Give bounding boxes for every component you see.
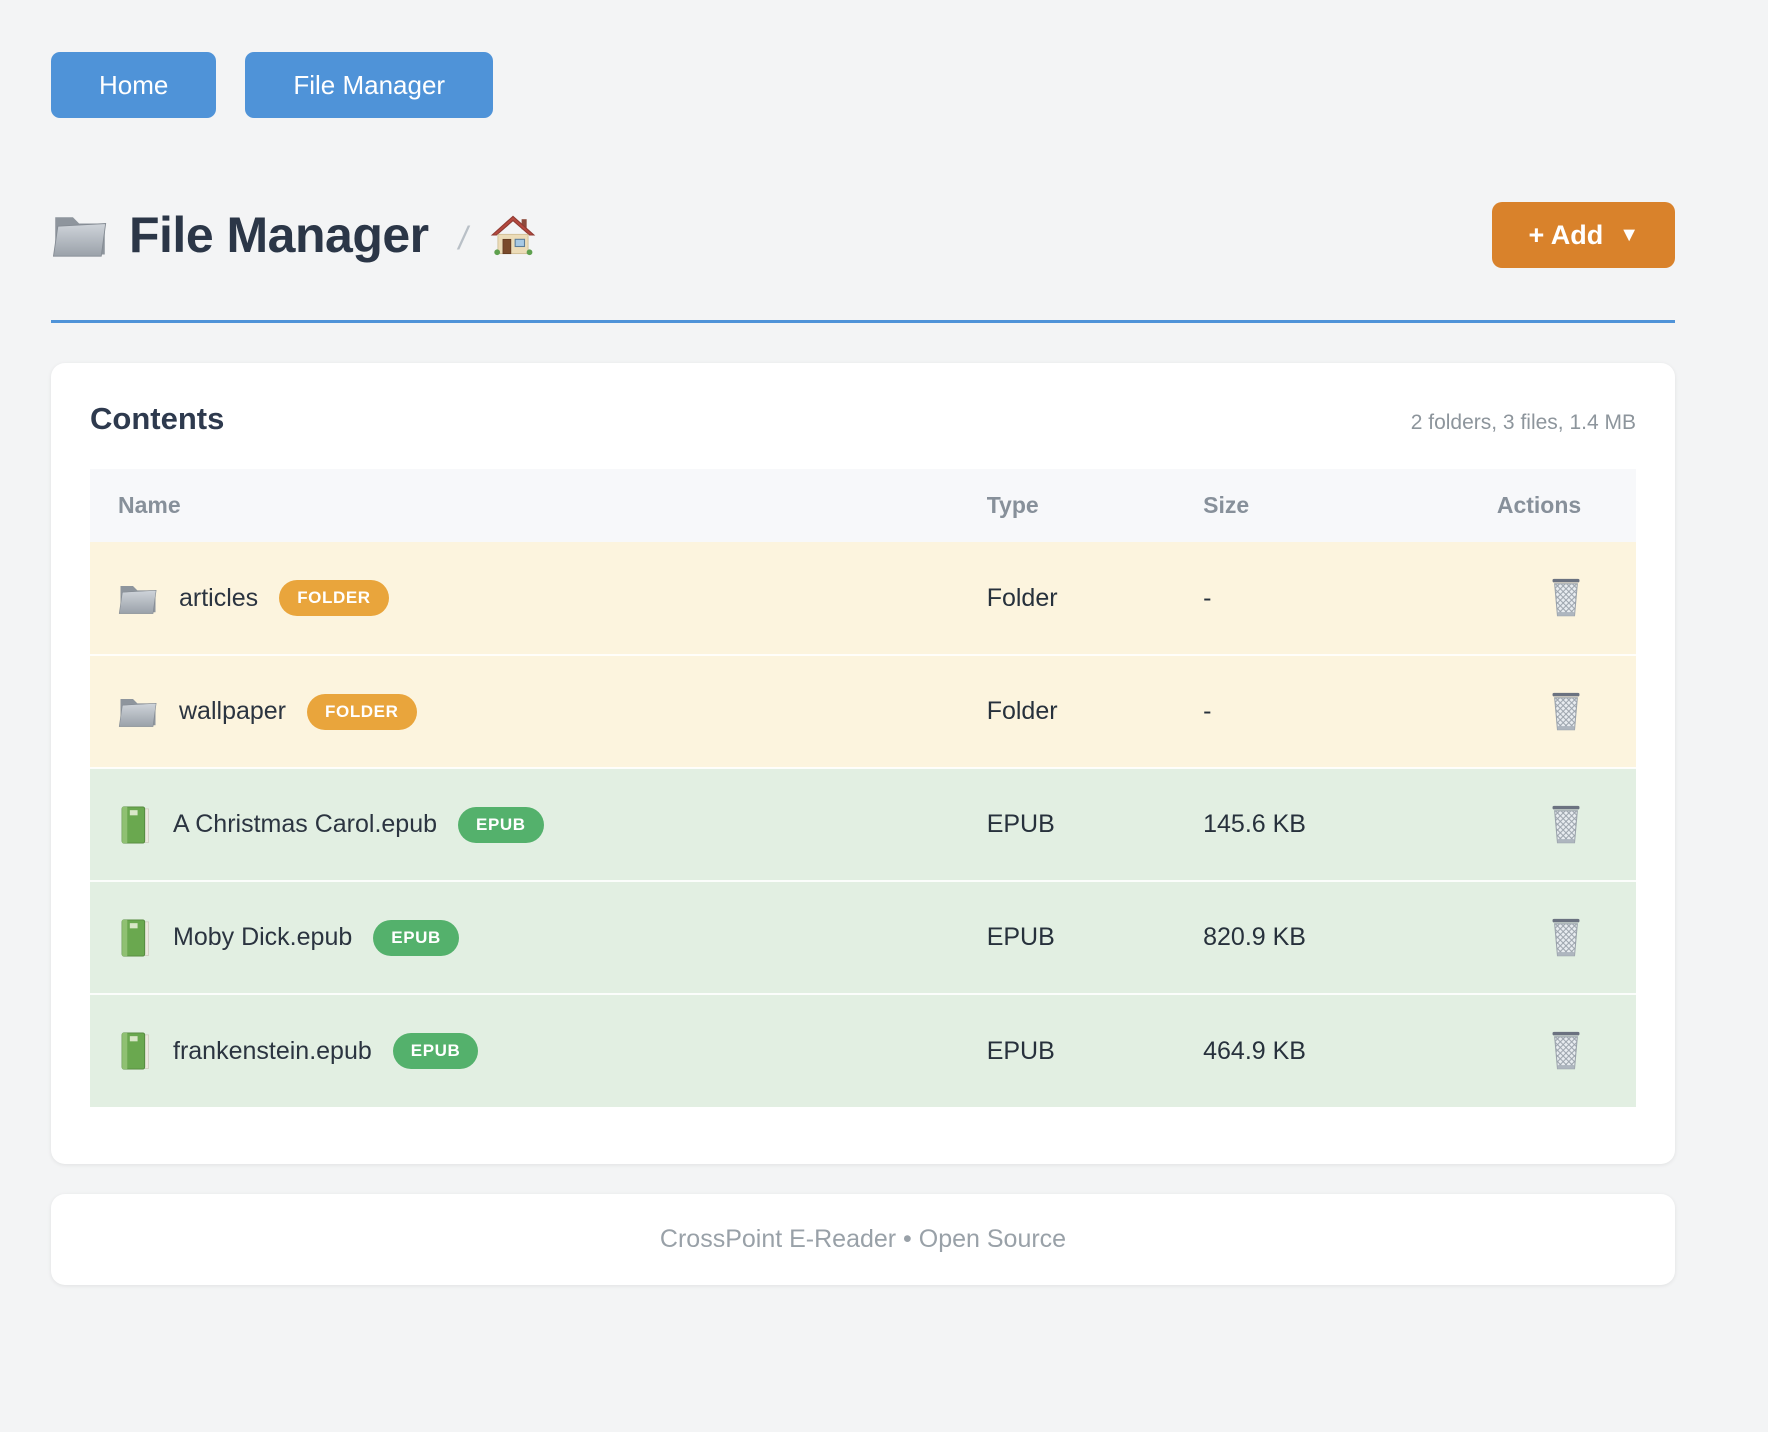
file-name-link[interactable]: wallpaper bbox=[179, 697, 287, 725]
table-row[interactable]: wallpaper FOLDER Folder - bbox=[90, 655, 1636, 768]
title-group: File Manager / bbox=[51, 206, 536, 264]
size-cell: 464.9 KB bbox=[1203, 1036, 1306, 1065]
size-cell: - bbox=[1203, 583, 1212, 612]
wastebasket-icon bbox=[1549, 917, 1583, 959]
delete-button[interactable] bbox=[1545, 573, 1587, 623]
wastebasket-icon bbox=[1549, 804, 1583, 846]
page-header: File Manager / + Add ▼ bbox=[51, 202, 1675, 268]
folder-icon bbox=[118, 582, 158, 615]
top-nav: Home File Manager bbox=[51, 52, 1768, 118]
footer-text: CrossPoint E-Reader • Open Source bbox=[659, 1225, 1067, 1253]
table-header-row: Name Type Size Actions bbox=[90, 469, 1636, 542]
column-header-type: Type bbox=[986, 469, 1204, 542]
size-cell: 820.9 KB bbox=[1203, 923, 1306, 951]
add-button[interactable]: + Add ▼ bbox=[1492, 202, 1675, 268]
table-row[interactable]: Moby Dick.epub EPUB EPUB 820.9 KB bbox=[90, 881, 1636, 994]
type-cell: EPUB bbox=[986, 923, 1055, 951]
footer-card: CrossPoint E-Reader • Open Source bbox=[51, 1194, 1675, 1285]
size-cell: - bbox=[1203, 697, 1212, 725]
file-name-link[interactable]: A Christmas Carol.epub bbox=[173, 810, 438, 838]
type-badge: FOLDER bbox=[307, 693, 417, 730]
green-book-icon bbox=[118, 918, 152, 958]
type-badge: EPUB bbox=[392, 1033, 479, 1069]
home-button[interactable]: Home bbox=[51, 52, 217, 118]
file-table: Name Type Size Actions bbox=[90, 469, 1636, 1107]
type-badge: EPUB bbox=[373, 919, 459, 956]
column-header-size: Size bbox=[1203, 469, 1497, 542]
type-badge: EPUB bbox=[458, 806, 544, 843]
delete-button[interactable] bbox=[1545, 800, 1587, 850]
type-cell: EPUB bbox=[986, 810, 1055, 838]
contents-title: Contents bbox=[90, 401, 225, 436]
type-badge: FOLDER bbox=[279, 580, 389, 616]
file-name-link[interactable]: Moby Dick.epub bbox=[173, 923, 353, 951]
wastebasket-icon bbox=[1549, 577, 1583, 619]
file-name-link[interactable]: frankenstein.epub bbox=[173, 1036, 372, 1065]
contents-card: Contents 2 folders, 3 files, 1.4 MB Name… bbox=[51, 363, 1675, 1164]
table-row[interactable]: articles FOLDER Folder - bbox=[90, 542, 1636, 655]
file-manager-button[interactable]: File Manager bbox=[245, 52, 494, 118]
folder-icon bbox=[118, 695, 158, 728]
type-cell: Folder bbox=[986, 583, 1058, 612]
page-title: File Manager bbox=[129, 207, 429, 263]
column-header-name: Name bbox=[90, 469, 987, 542]
delete-button[interactable] bbox=[1545, 1026, 1587, 1076]
file-name-link[interactable]: articles bbox=[179, 583, 259, 612]
add-button-label: + Add bbox=[1528, 219, 1604, 250]
table-row[interactable]: frankenstein.epub EPUB EPUB 464.9 KB bbox=[90, 994, 1636, 1107]
size-cell: 145.6 KB bbox=[1203, 810, 1306, 838]
header-divider bbox=[51, 320, 1675, 323]
table-row[interactable]: A Christmas Carol.epub EPUB EPUB 145.6 K… bbox=[90, 768, 1636, 881]
delete-button[interactable] bbox=[1545, 687, 1587, 737]
contents-card-header: Contents 2 folders, 3 files, 1.4 MB bbox=[90, 401, 1636, 437]
green-book-icon bbox=[118, 805, 152, 845]
wastebasket-icon bbox=[1549, 691, 1583, 733]
folder-icon bbox=[51, 212, 109, 258]
house-icon[interactable] bbox=[490, 213, 536, 257]
breadcrumb-separator: / bbox=[458, 219, 468, 256]
green-book-icon bbox=[118, 1031, 152, 1071]
column-header-actions: Actions bbox=[1496, 469, 1636, 542]
page: Home File Manager File Manager / bbox=[0, 52, 1768, 1432]
wastebasket-icon bbox=[1549, 1030, 1583, 1072]
caret-down-icon: ▼ bbox=[1619, 223, 1639, 246]
type-cell: Folder bbox=[986, 697, 1058, 725]
delete-button[interactable] bbox=[1545, 913, 1587, 963]
contents-summary: 2 folders, 3 files, 1.4 MB bbox=[1410, 411, 1636, 434]
type-cell: EPUB bbox=[986, 1036, 1055, 1065]
